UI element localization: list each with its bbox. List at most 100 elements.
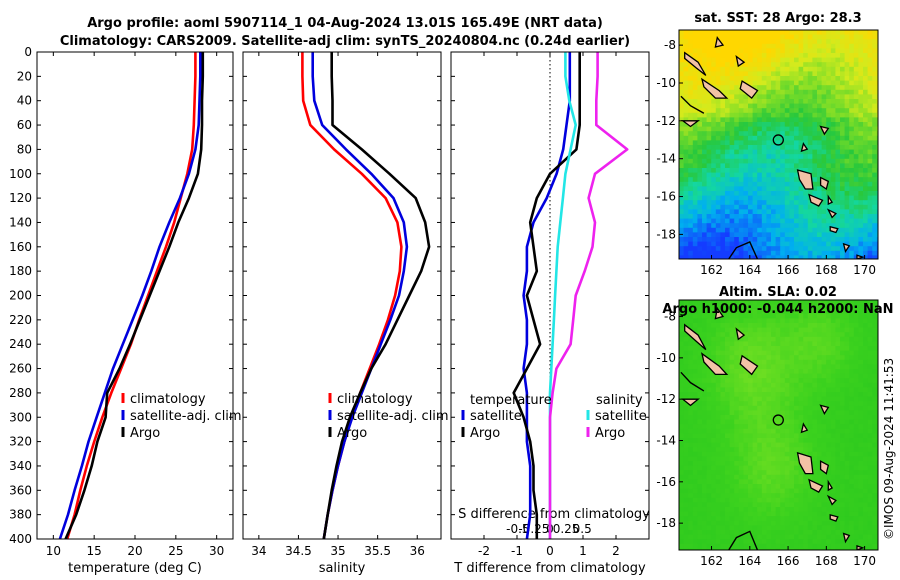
map-cell: [844, 424, 850, 430]
map-cell: [863, 424, 868, 430]
map-cell: [876, 218, 878, 224]
map-cell: [757, 255, 763, 259]
map-cell: [683, 85, 689, 91]
map-cell: [849, 108, 855, 114]
map-cell: [803, 346, 809, 351]
map-cell: [683, 419, 689, 425]
map-cell: [794, 255, 799, 259]
map-cell: [849, 204, 855, 210]
map-cell: [725, 99, 730, 104]
map-cell: [715, 534, 721, 540]
map-cell: [757, 218, 763, 224]
map-cell: [729, 158, 735, 164]
map-cell: [752, 474, 758, 480]
map-cell: [702, 53, 707, 58]
map-cell: [853, 200, 859, 206]
map-cell: [734, 89, 740, 95]
map-cell: [706, 530, 712, 535]
map-cell: [863, 204, 868, 210]
map-cell: [840, 534, 845, 540]
map-cell: [715, 232, 721, 238]
map-cell: [683, 507, 689, 512]
map-cell: [817, 456, 822, 462]
map-cell: [715, 241, 721, 247]
map-cell: [761, 438, 767, 443]
map-cell: [715, 451, 721, 457]
map-cell: [683, 378, 689, 384]
map-cell: [821, 112, 827, 118]
map-cell: [794, 484, 799, 489]
map-cell: [706, 66, 712, 72]
map-cell: [844, 80, 850, 86]
map-cell: [748, 204, 753, 210]
map-cell: [849, 34, 855, 40]
map-cell: [729, 327, 735, 333]
map-cell: [729, 359, 735, 365]
map-cell: [840, 396, 845, 402]
map-cell: [702, 214, 707, 219]
map-cell: [867, 520, 873, 526]
map-cell: [780, 218, 786, 224]
map-cell: [766, 474, 772, 480]
map-cell: [706, 117, 712, 123]
map-cell: [835, 309, 841, 315]
map-cell: [757, 62, 763, 68]
map-cell: [835, 126, 841, 132]
y-tick-label: 180: [9, 264, 32, 278]
map-cell: [702, 158, 707, 164]
map-cell: [757, 117, 763, 123]
map-cell: [766, 336, 772, 342]
map-cell: [688, 145, 694, 150]
map-cell: [752, 154, 758, 160]
map-cell: [794, 99, 799, 104]
map-cell: [794, 534, 799, 540]
island: [680, 398, 700, 407]
map-cell: [863, 543, 868, 549]
map-cell: [826, 163, 832, 169]
map-cell: [715, 378, 721, 384]
map-cell: [798, 378, 804, 384]
map-cell: [844, 392, 850, 397]
map-cell: [706, 145, 712, 150]
map-cell: [807, 140, 813, 146]
map-cell: [734, 493, 740, 499]
map-cell: [821, 359, 827, 365]
map-cell: [794, 327, 799, 333]
map-cell: [798, 359, 804, 365]
map-cell: [844, 57, 850, 63]
map-cell: [780, 493, 786, 499]
map-cell: [794, 419, 799, 425]
map-cell: [863, 246, 868, 252]
map-cell: [688, 525, 694, 531]
map-cell: [775, 177, 781, 183]
map-cell: [784, 534, 790, 540]
map-cell: [748, 250, 753, 256]
map-cell: [720, 548, 726, 550]
map-cell: [849, 304, 855, 310]
map-cell: [830, 43, 836, 49]
map-cell: [757, 511, 763, 517]
map-cell: [821, 318, 827, 324]
map-cell: [872, 447, 878, 453]
map-cell: [840, 507, 845, 512]
map-cell: [697, 350, 703, 356]
map-cell: [835, 341, 841, 347]
map-cell: [683, 539, 689, 545]
map-cell: [835, 433, 841, 439]
map-cell: [748, 405, 753, 411]
map-cell: [803, 250, 809, 256]
map-cell: [794, 53, 799, 58]
map-cell: [748, 34, 753, 40]
map-cell: [876, 484, 878, 489]
map-cell: [697, 181, 703, 187]
map-cell: [798, 415, 804, 420]
map-cell: [720, 488, 726, 494]
map-cell: [780, 191, 786, 196]
map-cell: [752, 53, 758, 58]
map-cell: [863, 387, 868, 393]
map-cell: [711, 53, 717, 58]
map-cell: [757, 241, 763, 247]
map-cell: [720, 341, 726, 347]
map-cell: [812, 43, 818, 49]
map-cell: [679, 461, 684, 466]
